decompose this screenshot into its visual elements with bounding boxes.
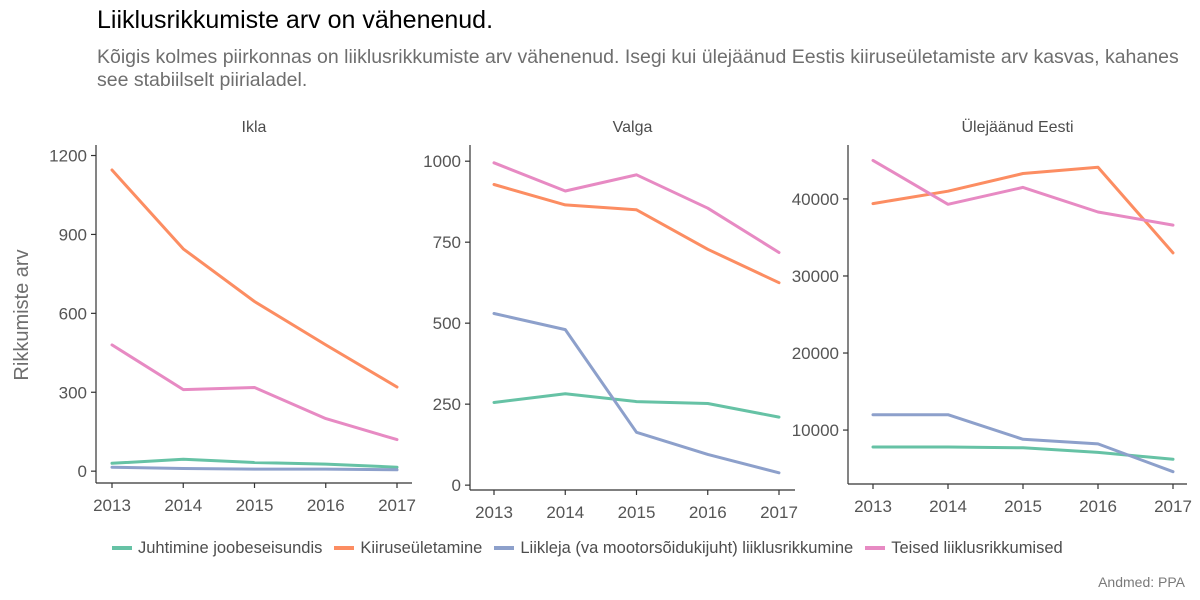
- x-tick-label: 2015: [236, 496, 274, 515]
- source-note: Andmed: PPA: [1098, 574, 1185, 590]
- chart-subtitle: Kõigis kolmes piirkonnas on liiklusrikku…: [97, 46, 1179, 91]
- y-tick-label: 40000: [792, 190, 839, 209]
- legend-key-teised: [865, 546, 886, 550]
- series-line: [110, 457, 399, 469]
- series-line: [871, 165, 1175, 255]
- x-tick-label: 2016: [1079, 497, 1117, 516]
- series-line: [492, 161, 781, 254]
- y-tick-label: 500: [433, 314, 461, 333]
- series-line: [871, 158, 1175, 227]
- y-tick-label: 250: [433, 395, 461, 414]
- panel-title: Ikla: [242, 119, 267, 136]
- legend-item: Kiiruseületamine: [334, 539, 482, 558]
- y-tick-label: 0: [78, 462, 87, 481]
- series-line: [110, 168, 399, 389]
- legend: Juhtimine joobeseisundis Kiiruseületamin…: [112, 537, 1075, 559]
- panel-title: Valga: [613, 119, 653, 136]
- legend-item: Teised liiklusrikkumised: [865, 538, 1063, 558]
- series-line: [110, 343, 399, 442]
- x-tick-label: 2016: [307, 496, 345, 515]
- legend-key-liikleja: [494, 546, 515, 550]
- x-tick-label: 2013: [854, 497, 892, 516]
- x-tick-label: 2015: [1004, 497, 1042, 516]
- legend-label: Teised liiklusrikkumised: [891, 538, 1063, 557]
- x-tick-label: 2014: [164, 496, 202, 515]
- series-line: [492, 183, 781, 285]
- series-line: [110, 465, 399, 472]
- y-axis-title: Rikkumiste arv: [11, 249, 33, 380]
- x-tick-label: 2013: [475, 503, 513, 522]
- y-tick-label: 30000: [792, 267, 839, 286]
- series-line: [492, 392, 781, 419]
- y-tick-label: 600: [59, 304, 87, 323]
- x-tick-label: 2014: [929, 497, 967, 516]
- series-line: [871, 445, 1175, 461]
- x-tick-label: 2016: [689, 503, 727, 522]
- x-tick-label: 2017: [760, 503, 798, 522]
- panel-title: Ülejäänud Eesti: [961, 118, 1073, 136]
- x-tick-label: 2013: [93, 496, 131, 515]
- legend-label: Liikleja (va mootorsõidukijuht) liiklusr…: [520, 538, 854, 557]
- series-line: [492, 312, 781, 475]
- legend-item: Juhtimine joobeseisundis: [112, 539, 322, 558]
- y-tick-label: 300: [59, 383, 87, 402]
- y-tick-label: 1200: [49, 147, 87, 166]
- y-tick-label: 0: [452, 476, 461, 495]
- x-tick-label: 2015: [618, 503, 656, 522]
- chart-title: Liiklusrikkumiste arv on vähenenud.: [97, 6, 494, 34]
- legend-label: Kiiruseületamine: [360, 538, 483, 557]
- y-tick-label: 900: [59, 225, 87, 244]
- series-line: [871, 413, 1175, 474]
- y-tick-label: 10000: [792, 421, 839, 440]
- y-tick-label: 20000: [792, 344, 839, 363]
- legend-key-juhtimine: [112, 546, 132, 550]
- legend-item: Liikleja (va mootorsõidukijuht) liiklusr…: [494, 539, 853, 558]
- legend-label: Juhtimine joobeseisundis: [138, 538, 323, 557]
- x-tick-label: 2017: [1154, 497, 1192, 516]
- y-tick-label: 1000: [423, 152, 461, 171]
- legend-key-kiirus: [334, 546, 355, 550]
- x-tick-label: 2017: [378, 496, 416, 515]
- x-tick-label: 2014: [546, 503, 584, 522]
- y-tick-label: 750: [433, 233, 461, 252]
